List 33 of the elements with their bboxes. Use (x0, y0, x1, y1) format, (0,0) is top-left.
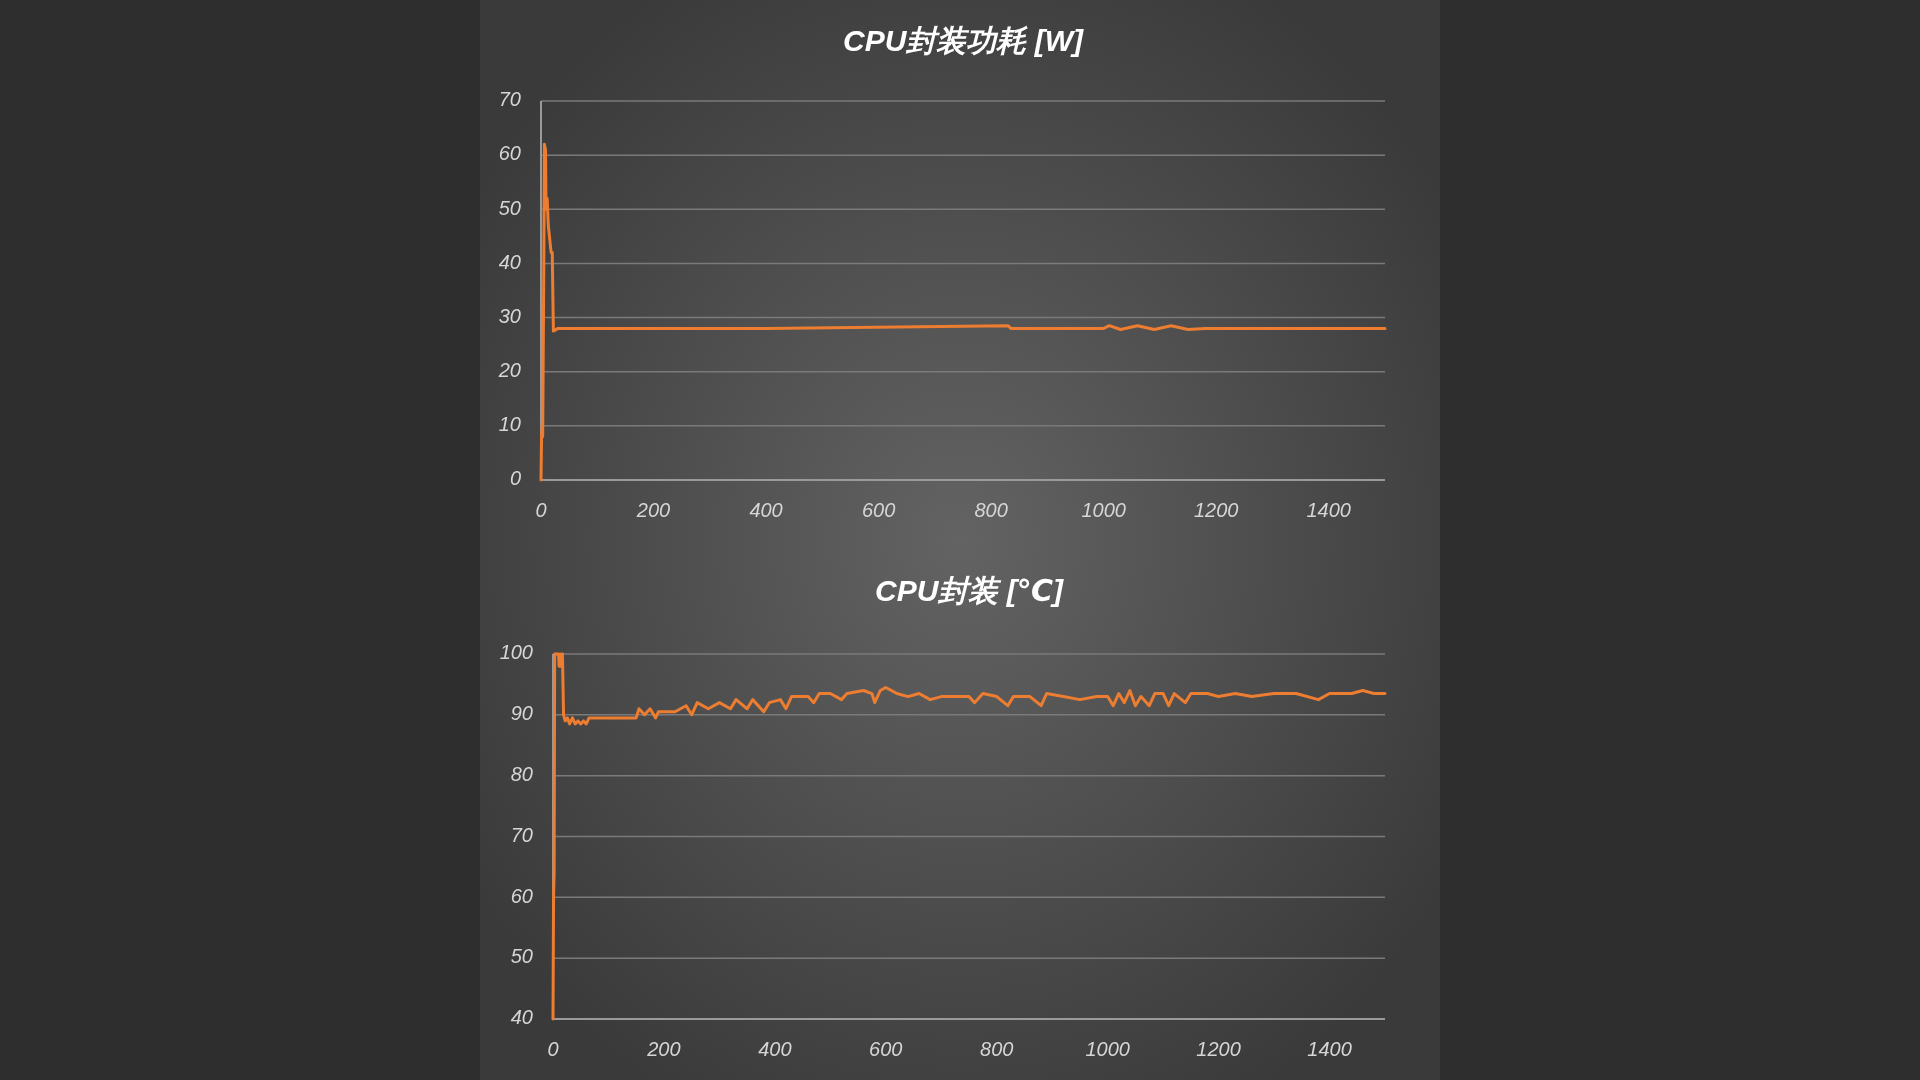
x-tick-label: 1400 (1306, 499, 1351, 522)
x-tick-label: 800 (974, 499, 1008, 522)
x-tick-label: 400 (758, 1038, 792, 1061)
x-tick-label: 0 (547, 1038, 559, 1061)
y-tick-label: 50 (510, 945, 533, 968)
y-tick-label: 100 (499, 641, 533, 664)
y-tick-label: 70 (498, 88, 521, 111)
x-tick-label: 400 (749, 499, 783, 522)
x-tick-label: 200 (646, 1038, 681, 1061)
x-tick-label: 600 (869, 1038, 903, 1061)
y-tick-label: 40 (510, 1006, 533, 1029)
x-tick-label: 1200 (1196, 1038, 1241, 1061)
chart-title: CPU封装 [℃] (875, 573, 1064, 607)
y-tick-label: 80 (510, 762, 533, 785)
y-tick-label: 20 (497, 359, 521, 381)
x-tick-label: 1400 (1307, 1038, 1352, 1061)
x-tick-label: 1000 (1081, 499, 1126, 522)
y-tick-label: 10 (498, 413, 521, 436)
x-tick-label: 800 (980, 1038, 1014, 1061)
x-tick-label: 0 (535, 499, 547, 522)
chart-title: CPU封装功耗 [W] (843, 23, 1084, 57)
x-tick-label: 600 (861, 499, 896, 522)
x-tick-label: 1200 (1193, 499, 1239, 522)
y-tick-label: 0 (509, 467, 521, 490)
y-tick-label: 30 (498, 304, 521, 327)
y-tick-label: 40 (498, 250, 521, 273)
y-tick-label: 60 (498, 142, 521, 165)
y-tick-label: 70 (510, 823, 533, 846)
y-tick-label: 60 (510, 884, 533, 907)
y-tick-label: 90 (510, 702, 533, 725)
y-tick-label: 50 (498, 196, 521, 219)
x-tick-label: 200 (635, 499, 671, 522)
x-tick-label: 1000 (1085, 1038, 1130, 1061)
